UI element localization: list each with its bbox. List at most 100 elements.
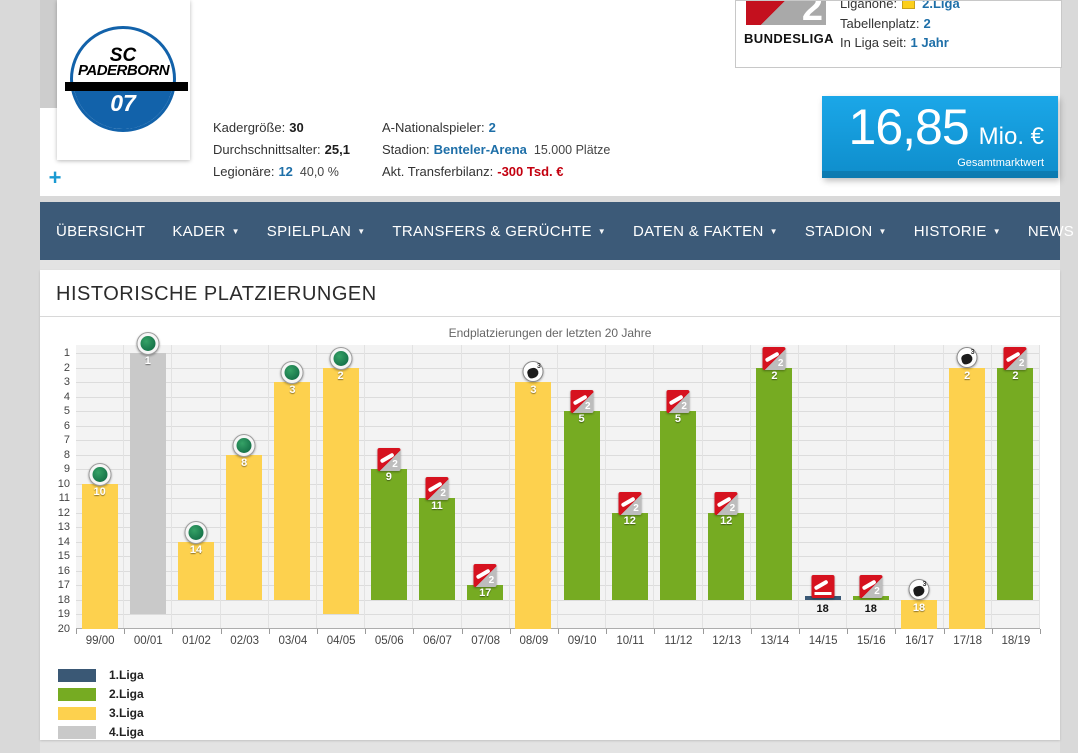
chart-bar[interactable] <box>804 595 841 600</box>
gridline <box>76 454 1040 456</box>
bundesliga2-badge-icon <box>618 491 642 515</box>
club-logo-bar <box>65 82 188 91</box>
liga3-badge-icon <box>522 361 544 382</box>
chart-bar[interactable] <box>852 595 889 600</box>
chart-column-02-03: 8 <box>221 345 269 628</box>
chart-legend: 1.Liga 2.Liga 3.Liga 4.Liga <box>58 668 1060 739</box>
nav-item-label: ÜBERSICHT <box>56 222 146 240</box>
nav-item-übersicht[interactable]: ÜBERSICHT <box>56 223 145 240</box>
legend-swatch <box>58 687 96 701</box>
y-axis-tick-label: 8 <box>63 448 70 461</box>
fact-value[interactable]: 2 <box>488 120 496 135</box>
fact-value: 30 <box>289 120 304 135</box>
chart-bar[interactable] <box>563 411 600 600</box>
legend-swatch <box>58 706 96 720</box>
liga3-badge-icon <box>908 578 930 600</box>
nav-item-daten-fakten[interactable]: DATEN & FAKTEN ▼ <box>633 223 778 240</box>
league-fact-value[interactable]: 1 Jahr <box>910 35 949 50</box>
y-axis-tick-label: 10 <box>57 477 70 490</box>
chart-bar[interactable] <box>467 585 504 600</box>
chart-bar[interactable] <box>949 367 986 629</box>
y-axis-tick-label: 6 <box>63 419 70 432</box>
x-axis-tick <box>799 629 800 634</box>
nav-item-transfers-gerüchte[interactable]: TRANSFERS & GERÜCHTE ▼ <box>392 223 606 240</box>
legend-item-3-liga: 3.Liga <box>58 706 1060 720</box>
bundesliga1-badge-icon <box>811 574 835 598</box>
header-corner-decoration <box>40 0 58 108</box>
fact-suffix: 15.000 Plätze <box>533 143 611 157</box>
chart-bar[interactable] <box>274 382 311 600</box>
league-fact-ligahöhe: Ligahöhe: 2.Liga <box>840 0 960 14</box>
fact-akt-transferbilanz: Akt. Transferbilanz: -300 Tsd. € <box>382 164 610 179</box>
bundesliga2-badge-icon <box>666 390 690 413</box>
bundesliga2-badge-icon <box>859 574 883 598</box>
gridline <box>76 614 1040 615</box>
bar-value-label: 12 <box>720 514 733 527</box>
bar-value-label: 2 <box>337 369 344 382</box>
bundesliga2-logo-number: 2 <box>801 0 823 29</box>
x-axis-tick-label: 07/08 <box>471 635 501 647</box>
gridline <box>76 440 1040 441</box>
gridline <box>76 367 1040 369</box>
x-axis-tick-label: 16/17 <box>905 635 934 647</box>
legend-swatch <box>58 668 96 682</box>
y-axis-tick-label: 19 <box>57 608 70 620</box>
section-title: HISTORISCHE PLATZIERUNGEN <box>56 283 377 305</box>
chart-bar[interactable] <box>322 367 359 614</box>
gridline <box>76 411 1040 412</box>
x-axis-tick <box>413 629 415 634</box>
historic-placements-card: HISTORISCHE PLATZIERUNGEN Endplatzierung… <box>40 270 1060 740</box>
chart-bar[interactable] <box>997 367 1034 600</box>
legend-item-4-liga: 4.Liga <box>58 725 1060 739</box>
chart-column-01-02: 14 <box>172 345 221 628</box>
y-axis-tick-label: 13 <box>57 521 70 533</box>
chart-bar[interactable] <box>178 541 214 600</box>
chart-bar[interactable] <box>129 353 166 614</box>
nav-item-stadion[interactable]: STADION ▼ <box>805 223 887 240</box>
add-follow-icon[interactable]: + <box>48 165 62 190</box>
nav-item-kader[interactable]: KADER ▼ <box>172 223 239 240</box>
nav-item-spielplan[interactable]: SPIELPLAN ▼ <box>267 223 366 240</box>
chart-column-10-11: 12 <box>606 345 655 628</box>
bar-value-label: 8 <box>241 456 248 469</box>
chart-bar[interactable] <box>515 382 552 629</box>
chart-bar[interactable] <box>708 512 745 600</box>
chart-bar[interactable] <box>370 469 407 600</box>
chart-bar[interactable] <box>611 512 648 600</box>
chart-bar[interactable] <box>756 367 793 600</box>
league-fact-value[interactable]: 2.Liga <box>922 0 960 11</box>
y-axis-tick-label: 20 <box>57 622 70 635</box>
fact-value[interactable]: Benteler-Arena <box>433 142 527 157</box>
x-axis-tick <box>509 629 511 634</box>
x-axis-tick-label: 04/05 <box>326 635 356 647</box>
x-axis-tick-label: 03/04 <box>278 635 308 647</box>
chart-column-99-00: 10 <box>76 345 125 629</box>
nav-item-historie[interactable]: HISTORIE ▼ <box>914 223 1001 240</box>
chart-bar[interactable] <box>901 599 937 629</box>
chart-bar[interactable] <box>226 454 263 600</box>
fact-value[interactable]: 12 <box>278 164 293 179</box>
bundesliga2-logo: 2 <box>746 0 826 29</box>
bundesliga2-badge-icon <box>425 477 449 500</box>
bar-value-label: 18 <box>864 602 877 615</box>
x-axis-tick <box>268 629 270 634</box>
bar-value-label: 1 <box>144 355 151 367</box>
bar-value-label: 9 <box>385 471 392 483</box>
chart-x-axis: 99/00 00/01 01/02 02/03 03/04 04/05 05/06 06/07… <box>76 629 1041 652</box>
nav-item-news[interactable]: NEWS <box>1028 223 1074 240</box>
x-axis-tick <box>1040 629 1041 634</box>
gridline <box>76 396 1040 398</box>
club-header: SC 07 PADERBORN + Kadergröße: 30 Durchschn… <box>40 0 1062 196</box>
chevron-down-icon: ▼ <box>769 226 778 236</box>
league-fact-in-liga-seit: In Liga seit: 1 Jahr <box>840 33 960 53</box>
chart-bar[interactable] <box>419 498 455 600</box>
chart-bar[interactable] <box>660 411 696 600</box>
chevron-down-icon: ▼ <box>992 226 1001 236</box>
dfb-badge-icon <box>232 433 256 457</box>
bar-value-label: 12 <box>623 514 636 527</box>
league-fact-value[interactable]: 2 <box>923 15 931 31</box>
market-value-box: 16,85 Mio. € Gesamtmarktwert <box>822 96 1058 178</box>
bar-value-label: 3 <box>289 384 296 396</box>
league-fact-label: In Liga seit: <box>840 35 907 50</box>
chart-bar[interactable] <box>81 483 118 629</box>
